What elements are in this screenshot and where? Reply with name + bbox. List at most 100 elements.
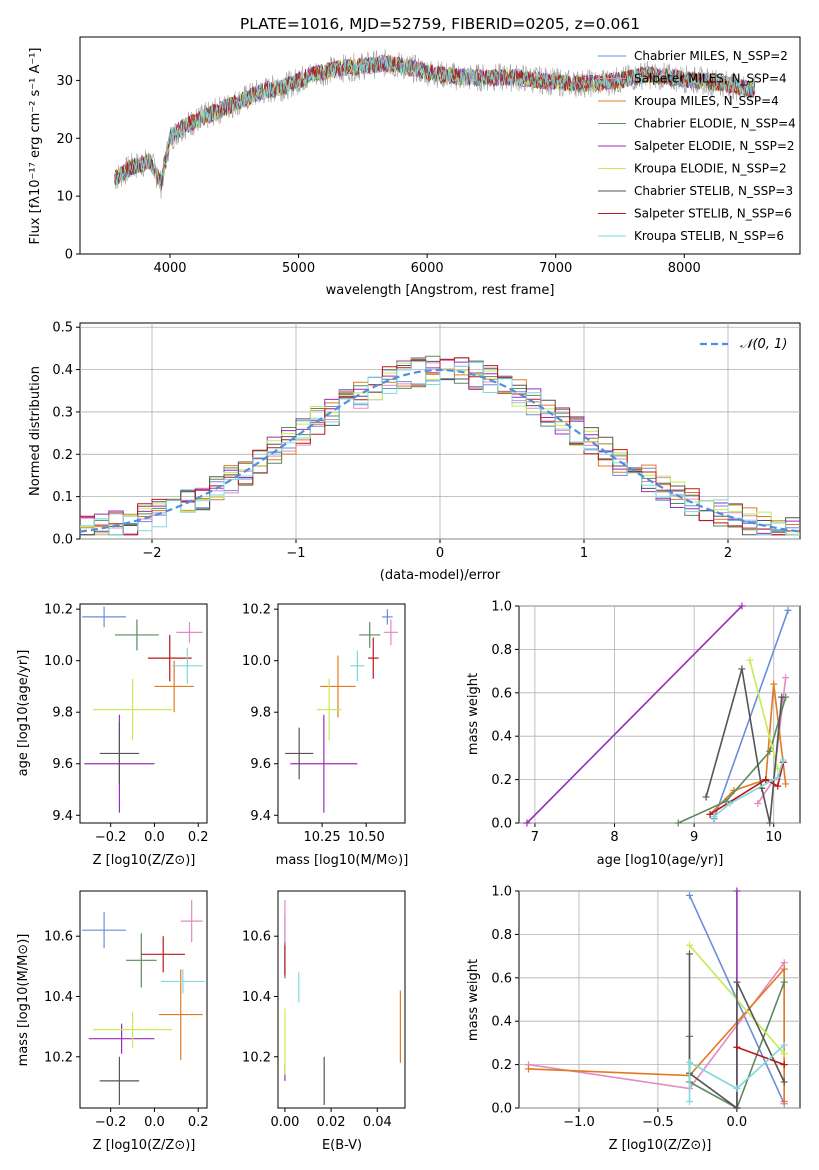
y-tick-label: 0	[65, 248, 73, 263]
y-tick-label: 9.8	[52, 706, 73, 721]
x-tick-label: −1	[286, 546, 305, 561]
y-tick-label: 10.4	[44, 990, 73, 1005]
y-tick-label: 0.3	[52, 405, 73, 420]
z-mass-marks: −0.2 0.0 0.2 10.2 10.4 10.6	[44, 900, 209, 1130]
y-tick-label: 1.0	[491, 600, 512, 615]
z-age-marks: −0.2 0.0 0.2 9.4 9.6 9.8 10.0 10.2	[44, 603, 209, 845]
weight-line	[713, 759, 785, 818]
residual-histogram	[80, 361, 800, 536]
y-tick-label: 0.8	[491, 643, 512, 658]
weight-marker	[770, 680, 778, 688]
residuals-ylabel: Normed distribution	[28, 366, 43, 496]
y-tick-label: 0.2	[491, 773, 512, 788]
spectrum-xlabel: wavelength [Angstrom, rest frame]	[326, 283, 555, 298]
residuals-panel: −2 −1 0 1 2 0.0 0.1 0.2 0.3 0.4 0.5 𝒩(0, 1) (data-m…	[28, 321, 801, 583]
ebv-mass-marks: 0.00 0.02 0.04 10.2 10.4 10.6	[242, 900, 401, 1130]
weight-marker	[762, 776, 770, 784]
weight-marker	[746, 656, 754, 664]
z-age-plot-area	[79, 603, 208, 824]
spectrum-curves	[114, 49, 756, 199]
weight-marker	[685, 1097, 693, 1105]
weight-marker	[766, 819, 774, 827]
weight-marker	[780, 1097, 788, 1105]
z-mass-ylabel: mass [log10(M/M⊙)]	[16, 934, 31, 1067]
y-tick-label: 9.4	[250, 809, 271, 824]
x-tick-label: 4000	[153, 261, 186, 276]
x-tick-label: 1	[580, 546, 588, 561]
x-tick-label: 7000	[539, 261, 572, 276]
z-mass-panel: −0.2 0.0 0.2 10.2 10.4 10.6 Z [log10(Z/Z⊙)] m…	[16, 890, 209, 1153]
weight-line	[688, 1044, 785, 1102]
model-spectrum-line	[114, 54, 755, 186]
weight-z-panel: −1.0 −0.5 0.0 0.0 0.2 0.4 0.6 0.8 1.0 Z [log10(Z…	[466, 885, 801, 1153]
y-tick-label: 0.5	[52, 321, 73, 336]
weight-marker	[780, 1050, 788, 1058]
y-tick-label: 10.0	[44, 654, 73, 669]
weight-line	[528, 966, 786, 1102]
spectrum-panel: 4000 5000 6000 7000 8000 0 10 20 30 Chabrier MILE…	[28, 36, 801, 298]
spectrum-ylabel: Flux [fλ10⁻¹⁷ erg cm⁻² s⁻¹ A⁻¹]	[28, 48, 43, 245]
x-tick-label: 9	[690, 830, 698, 845]
weight-line	[526, 605, 743, 824]
mass-age-xlabel: mass [log10(M/M⊙)]	[276, 853, 409, 868]
x-tick-label: 0.00	[270, 1115, 299, 1130]
x-tick-label: −1.0	[563, 1115, 595, 1130]
weight-marker	[733, 978, 741, 986]
y-tick-label: 10.6	[44, 930, 73, 945]
weight-marker	[774, 782, 782, 790]
y-tick-label: 10.2	[242, 1050, 271, 1065]
y-tick-label: 0.0	[491, 1102, 512, 1117]
z-age-xlabel: Z [log10(Z/Z⊙)]	[93, 853, 196, 868]
weight-age-panel: 7 8 9 10 0.0 0.2 0.4 0.6 0.8 1.0 age [log10(age/y…	[466, 600, 801, 868]
weight-age-xlabel: age [log10(age/yr)]	[597, 853, 724, 868]
weight-marker	[524, 1065, 532, 1073]
y-tick-label: 0.6	[491, 686, 512, 701]
legend-label: Chabrier MILES, N_SSP=2	[634, 49, 788, 63]
weight-line	[749, 660, 779, 769]
legend-label: Salpeter MILES, N_SSP=4	[634, 72, 787, 86]
weight-marker	[780, 1061, 788, 1069]
weight-marker	[685, 891, 693, 899]
x-tick-label: 0.0	[727, 1115, 748, 1130]
x-tick-label: 0.0	[144, 830, 165, 845]
y-tick-label: 0.0	[491, 817, 512, 832]
z-age-ylabel: age [log10(age/yr)]	[16, 650, 31, 777]
x-tick-label: −0.2	[95, 1115, 127, 1130]
legend-label: Kroupa STELIB, N_SSP=6	[634, 229, 784, 243]
x-tick-label: 0.02	[317, 1115, 346, 1130]
y-tick-label: 0.1	[52, 490, 73, 505]
weight-marker	[685, 1058, 693, 1066]
z-mass-plot-area	[79, 890, 208, 1109]
ebv-mass-plot-area	[277, 890, 406, 1109]
y-tick-label: 0.4	[491, 1015, 512, 1030]
mass-age-panel: 10.25 10.50 9.4 9.6 9.8 10.0 10.2 mass [log10(…	[242, 603, 408, 868]
ebv-mass-xlabel: E(B-V)	[322, 1138, 362, 1153]
weight-age-plot-area	[518, 605, 801, 824]
y-tick-label: 0.4	[491, 730, 512, 745]
residuals-xlabel: (data-model)/error	[380, 568, 501, 583]
y-tick-label: 9.6	[52, 757, 73, 772]
ebv-mass-panel: 0.00 0.02 0.04 10.2 10.4 10.6 E(B-V)	[242, 890, 406, 1153]
weight-marker	[710, 812, 718, 820]
x-tick-label: 10.50	[348, 830, 385, 845]
weight-marker	[780, 978, 788, 986]
weight-marker	[733, 1104, 741, 1112]
x-tick-label: 7	[531, 830, 539, 845]
weight-z-ylabel: mass weight	[466, 959, 481, 1041]
mass-age-plot-area	[277, 603, 406, 824]
x-tick-label: 0.2	[188, 1115, 209, 1130]
legend-label: Chabrier ELODIE, N_SSP=4	[634, 117, 796, 131]
y-tick-label: 20	[56, 132, 73, 147]
model-spectrum-line	[114, 55, 755, 183]
spectrum-plot-area	[79, 36, 801, 255]
weight-marker	[702, 793, 710, 801]
weight-marker	[523, 819, 531, 827]
y-tick-label: 1.0	[491, 885, 512, 900]
y-tick-label: 9.8	[250, 706, 271, 721]
x-tick-label: −2	[142, 546, 161, 561]
weight-marker	[779, 756, 787, 764]
legend-label: Salpeter STELIB, N_SSP=6	[634, 207, 792, 221]
weight-marker	[733, 887, 741, 895]
y-tick-label: 0.0	[52, 533, 73, 548]
